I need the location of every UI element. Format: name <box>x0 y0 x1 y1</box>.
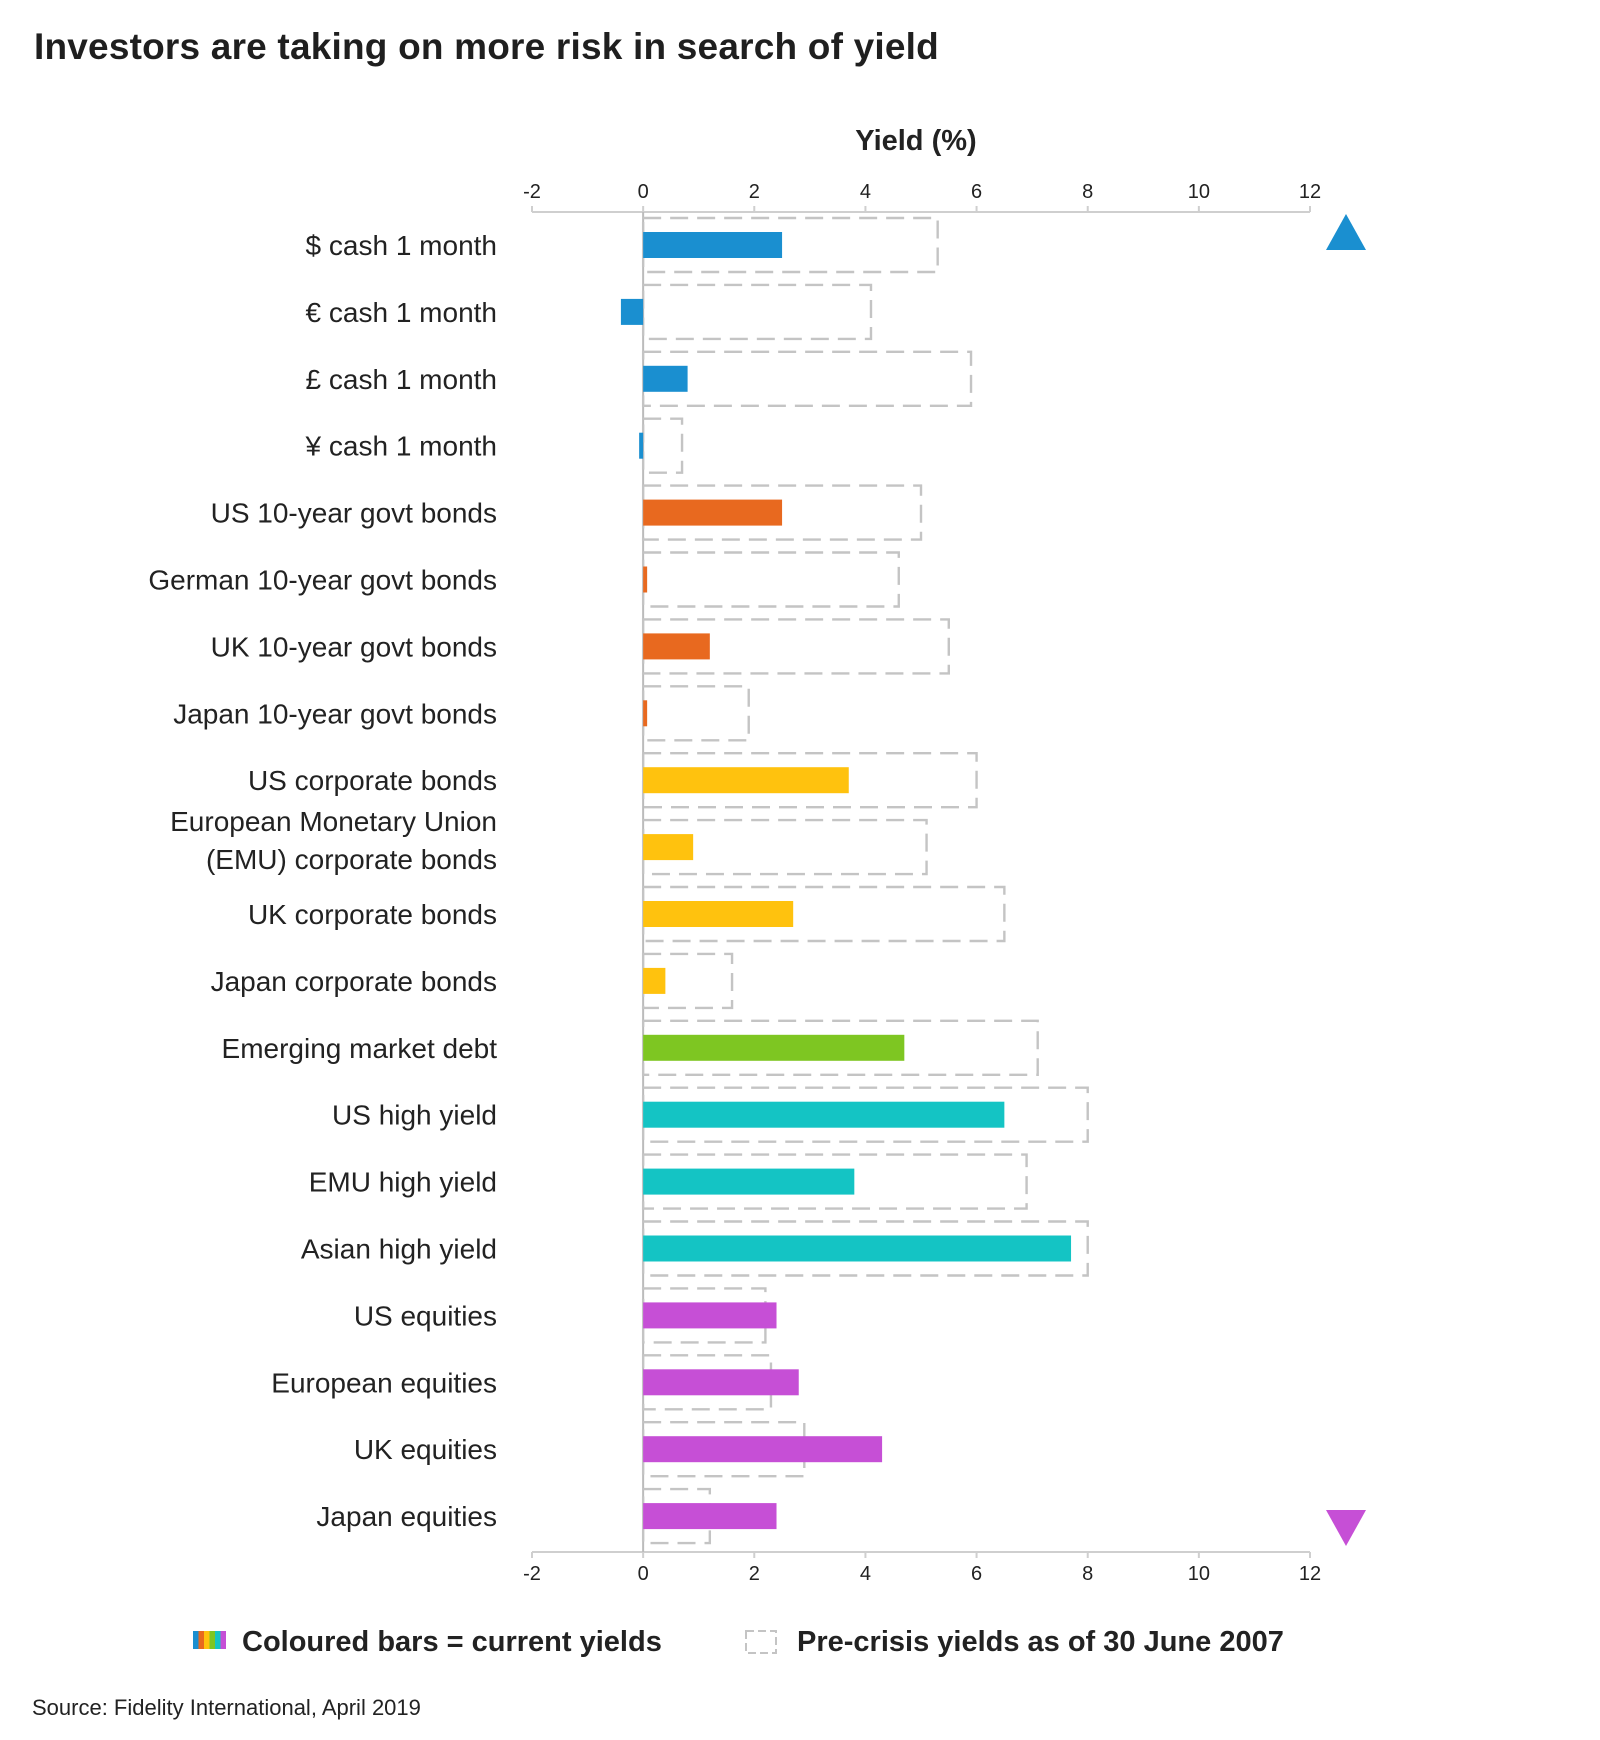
risk-arrow-up-head <box>1326 214 1366 250</box>
category-label-line: European Monetary Union <box>170 806 497 837</box>
category-label: EMU high yield <box>309 1167 497 1198</box>
precrisis-yield-box <box>641 350 973 407</box>
category-label: Emerging market debt <box>222 1033 498 1064</box>
category-label: £ cash 1 month <box>306 364 497 395</box>
risk-arrow-down-head <box>1326 1510 1366 1546</box>
category-label: German 10-year govt bonds <box>148 565 497 596</box>
precrisis-yield-box <box>641 1086 1089 1143</box>
bottom-tick-label: 0 <box>638 1563 649 1585</box>
chart-title: Investors are taking on more risk in sea… <box>34 26 939 67</box>
top-tick-label: 12 <box>1299 181 1321 203</box>
bottom-tick-label: 4 <box>860 1563 871 1585</box>
bottom-tick-label: -2 <box>523 1563 541 1585</box>
current-yield-bar <box>643 767 849 794</box>
precrisis-yield-box <box>641 216 939 274</box>
category-label: US equities <box>354 1300 497 1331</box>
current-yield-bar <box>643 700 648 727</box>
category-label: US 10-year govt bonds <box>211 498 497 529</box>
precrisis-yield-box <box>641 685 750 742</box>
top-tick-label: 0 <box>638 181 649 203</box>
current-yield-bar <box>643 633 710 660</box>
current-yield-bar <box>643 1034 905 1061</box>
top-tick-label: 2 <box>749 181 760 203</box>
category-label: Japan equities <box>316 1501 497 1532</box>
top-tick-label: 10 <box>1188 181 1210 203</box>
bottom-tick-label: 10 <box>1188 1563 1210 1585</box>
category-label: US high yield <box>332 1100 497 1131</box>
current-yield-bar <box>643 967 666 994</box>
precrisis-yield-box <box>641 752 978 809</box>
top-tick-label: 8 <box>1082 181 1093 203</box>
legend-swatch-stripe <box>193 1631 199 1649</box>
precrisis-yield-box <box>641 551 900 608</box>
current-yield-bar <box>643 834 694 861</box>
current-yield-bar <box>643 566 648 593</box>
category-label: UK corporate bonds <box>248 899 497 930</box>
precrisis-yield-box <box>641 885 1006 943</box>
category-label-line: (EMU) corporate bonds <box>206 844 497 875</box>
legend-swatch-stripe <box>215 1631 221 1649</box>
top-tick-label: -2 <box>523 181 541 203</box>
legend-swatch-stripe <box>204 1631 210 1649</box>
current-yield-bar <box>639 432 644 459</box>
current-yield-bar <box>643 1503 777 1530</box>
category-label: US corporate bonds <box>248 765 497 796</box>
current-yield-bar <box>643 1101 1005 1128</box>
precrisis-yield-box <box>641 818 928 876</box>
current-yield-bar <box>643 1369 799 1396</box>
current-yield-bar <box>643 1302 777 1329</box>
legend-precrisis-label: Pre-crisis yields as of 30 June 2007 <box>797 1626 1284 1658</box>
top-tick-label: 4 <box>860 181 871 203</box>
category-label: Japan 10-year govt bonds <box>173 698 497 729</box>
category-label: ¥ cash 1 month <box>305 431 497 462</box>
current-yield-bar <box>643 365 688 392</box>
legend-precrisis-swatch <box>745 1630 777 1654</box>
category-label: € cash 1 month <box>306 297 497 328</box>
top-tick-label: 6 <box>971 181 982 203</box>
precrisis-yield-box <box>641 283 873 341</box>
legend-swatch-stripe <box>220 1631 226 1649</box>
legend-current-label: Coloured bars = current yields <box>242 1626 662 1658</box>
current-yield-bar <box>643 1168 855 1195</box>
current-yield-bar <box>643 1436 883 1463</box>
precrisis-yield-box <box>641 1220 1089 1277</box>
bottom-tick-label: 2 <box>749 1563 760 1585</box>
current-yield-bar <box>643 232 783 258</box>
precrisis-yield-box <box>641 417 684 474</box>
category-label: UK equities <box>354 1434 497 1465</box>
category-label: Japan corporate bonds <box>211 966 497 997</box>
current-yield-bar <box>620 298 644 325</box>
category-label: European Monetary Union (EMU) corporate b… <box>170 806 497 875</box>
category-label: $ cash 1 month <box>306 230 497 261</box>
category-label: Asian high yield <box>301 1234 497 1265</box>
category-label: UK 10-year govt bonds <box>211 631 497 662</box>
current-yield-bar <box>643 499 783 526</box>
category-label: European equities <box>271 1367 497 1398</box>
bottom-tick-label: 6 <box>971 1563 982 1585</box>
current-yield-bar <box>643 901 794 927</box>
legend-swatch-stripe <box>209 1631 215 1649</box>
legend-swatch-stripe <box>198 1631 204 1649</box>
current-yield-bar <box>643 1235 1072 1262</box>
source-note: Source: Fidelity International, April 20… <box>32 1695 421 1720</box>
x-axis-title: Yield (%) <box>855 125 976 157</box>
bottom-tick-label: 12 <box>1299 1563 1321 1585</box>
bottom-tick-label: 8 <box>1082 1563 1093 1585</box>
